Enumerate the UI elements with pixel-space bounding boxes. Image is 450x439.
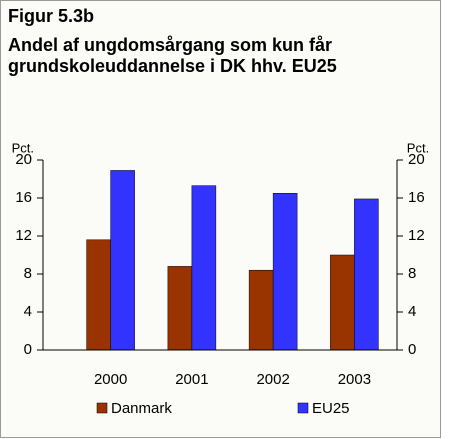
legend-swatch: [96, 402, 108, 414]
y2-tick-label: 8: [408, 265, 416, 282]
y-tick-label: 12: [15, 227, 32, 244]
x-tick-label: 2003: [338, 371, 371, 388]
y-tick-label: 8: [24, 265, 32, 282]
legend-swatch: [297, 402, 309, 414]
bar: [354, 198, 379, 351]
y-tick-label: 4: [24, 303, 32, 320]
y2-tick-label: 0: [408, 341, 416, 358]
y2-tick-label: 16: [408, 189, 425, 206]
figure-label: Figur 5.3b: [8, 6, 94, 26]
y-axis-label: Pct.: [12, 140, 34, 155]
x-tick-label: 2000: [94, 371, 127, 388]
x-tick-label: 2001: [175, 371, 208, 388]
legend-label: Danmark: [111, 400, 172, 417]
y-tick-label: 20: [15, 151, 32, 168]
bar: [191, 185, 217, 351]
bar: [110, 170, 135, 351]
y2-tick-label: 4: [408, 303, 416, 320]
bar: [272, 193, 298, 351]
y2-axis-label: Pct.: [407, 140, 429, 155]
y-tick-label: 0: [24, 341, 32, 358]
y-tick-label: 16: [15, 189, 32, 206]
legend-label: EU25: [312, 400, 350, 417]
bar: [330, 254, 355, 351]
y2-tick-label: 12: [408, 227, 425, 244]
chart-title: grundskoleuddannelse i DK hhv. EU25: [8, 56, 337, 76]
bar: [167, 266, 193, 351]
bar: [86, 239, 111, 351]
chart-title: Andel af ungdomsårgang som kun får: [8, 35, 332, 55]
y2-tick-label: 20: [408, 151, 425, 168]
bar: [248, 269, 274, 351]
x-tick-label: 2002: [256, 371, 289, 388]
